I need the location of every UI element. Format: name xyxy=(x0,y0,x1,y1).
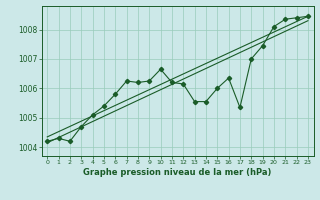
X-axis label: Graphe pression niveau de la mer (hPa): Graphe pression niveau de la mer (hPa) xyxy=(84,168,272,177)
